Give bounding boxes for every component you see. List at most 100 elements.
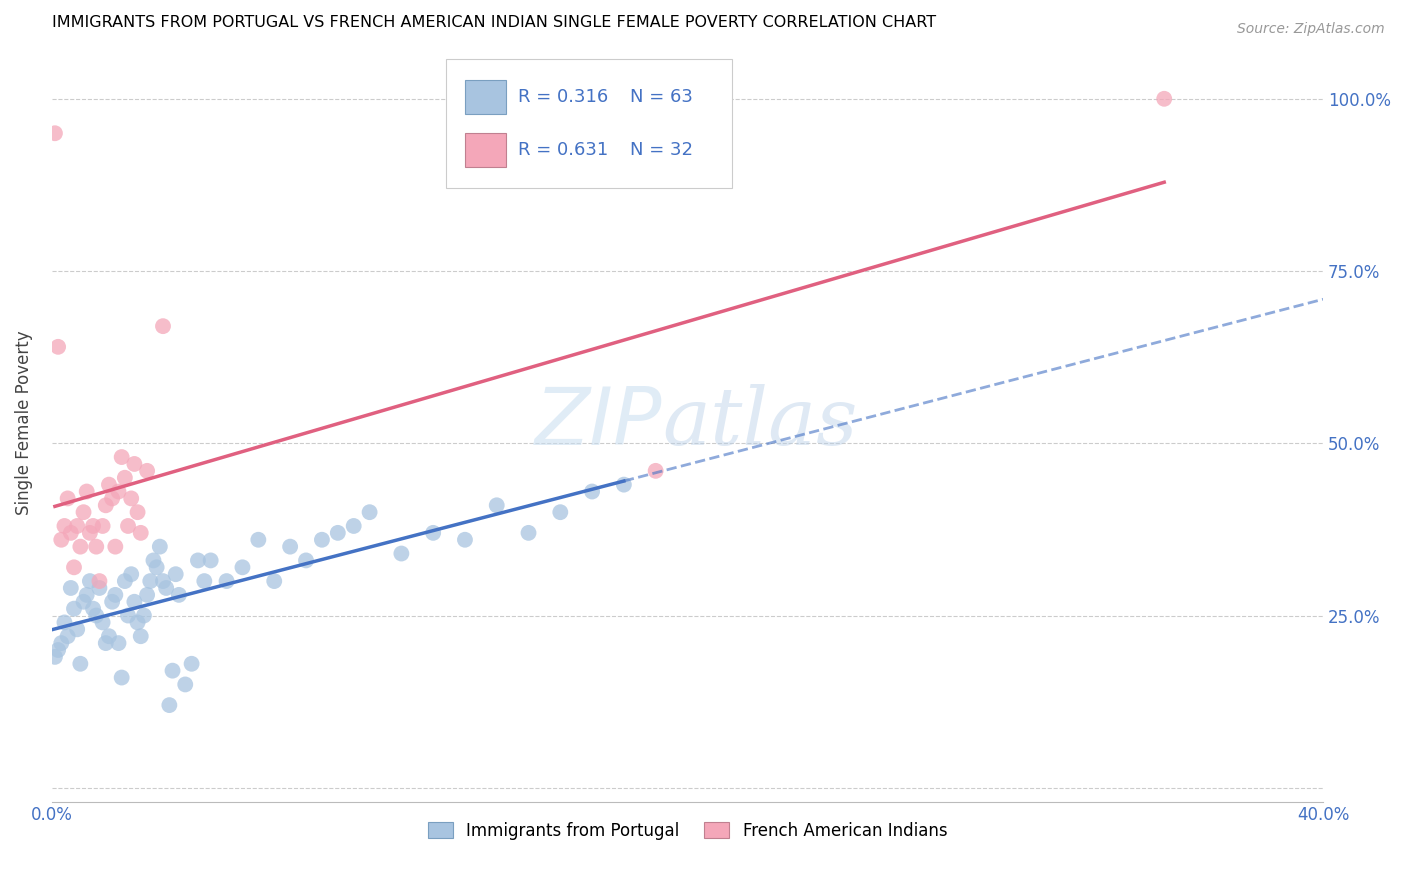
Point [174, 677, 197, 691]
Point [127, 505, 149, 519]
Point [1153, 92, 1175, 106]
Point [101, 595, 124, 609]
Point [149, 540, 172, 554]
Point [117, 519, 139, 533]
Point [56, 491, 79, 506]
Point [359, 505, 381, 519]
Point [91, 615, 114, 630]
Point [454, 533, 477, 547]
Point [127, 615, 149, 630]
Point [165, 567, 187, 582]
Point [79, 574, 101, 588]
Text: N = 63: N = 63 [630, 87, 693, 106]
Point [517, 525, 540, 540]
Point [389, 547, 412, 561]
Point [132, 608, 155, 623]
Point [162, 664, 184, 678]
Point [129, 629, 152, 643]
Point [139, 574, 162, 588]
Legend: Immigrants from Portugal, French American Indians: Immigrants from Portugal, French America… [420, 815, 953, 847]
Point [72, 505, 94, 519]
Point [117, 608, 139, 623]
Point [278, 540, 301, 554]
Text: Source: ZipAtlas.com: Source: ZipAtlas.com [1237, 22, 1385, 37]
Text: atlas: atlas [662, 384, 858, 461]
Point [104, 540, 127, 554]
Point [51, 636, 73, 650]
Point [422, 525, 444, 540]
Point [550, 505, 572, 519]
Point [581, 484, 603, 499]
Point [44, 649, 66, 664]
Point [215, 574, 238, 588]
Point [53, 519, 76, 533]
Bar [465, 133, 506, 167]
Point [231, 560, 253, 574]
Point [152, 319, 174, 334]
Point [343, 519, 366, 533]
Point [91, 519, 114, 533]
Point [82, 519, 104, 533]
FancyBboxPatch shape [446, 59, 733, 187]
Point [114, 574, 136, 588]
Point [107, 484, 129, 499]
Bar [465, 79, 506, 114]
Point [187, 553, 209, 567]
Point [485, 498, 508, 512]
Point [56, 629, 79, 643]
Point [120, 491, 142, 506]
Text: R = 0.631: R = 0.631 [519, 141, 609, 159]
Point [157, 698, 180, 712]
Point [46, 340, 69, 354]
Point [136, 464, 159, 478]
Y-axis label: Single Female Poverty: Single Female Poverty [15, 330, 32, 515]
Point [180, 657, 202, 671]
Point [84, 608, 107, 623]
Text: ZIP: ZIP [534, 384, 662, 462]
Point [644, 464, 666, 478]
Point [295, 553, 318, 567]
Point [120, 567, 142, 582]
Point [111, 671, 134, 685]
Point [69, 540, 91, 554]
Point [72, 595, 94, 609]
Point [89, 574, 111, 588]
Point [94, 636, 117, 650]
Point [107, 636, 129, 650]
Point [97, 629, 120, 643]
Point [152, 574, 174, 588]
Point [69, 657, 91, 671]
Point [44, 126, 66, 140]
Point [63, 560, 86, 574]
Point [145, 560, 167, 574]
Point [97, 477, 120, 491]
Point [155, 581, 177, 595]
Point [101, 491, 124, 506]
Point [124, 457, 146, 471]
Text: N = 32: N = 32 [630, 141, 693, 159]
Point [129, 525, 152, 540]
Point [247, 533, 270, 547]
Point [200, 553, 222, 567]
Point [82, 601, 104, 615]
Point [46, 643, 69, 657]
Point [104, 588, 127, 602]
Point [76, 484, 98, 499]
Point [167, 588, 190, 602]
Point [124, 595, 146, 609]
Point [63, 601, 86, 615]
Point [114, 471, 136, 485]
Point [111, 450, 134, 464]
Text: R = 0.316: R = 0.316 [519, 87, 609, 106]
Point [311, 533, 333, 547]
Point [53, 615, 76, 630]
Text: IMMIGRANTS FROM PORTUGAL VS FRENCH AMERICAN INDIAN SINGLE FEMALE POVERTY CORRELA: IMMIGRANTS FROM PORTUGAL VS FRENCH AMERI… [52, 15, 936, 30]
Point [59, 525, 82, 540]
Point [94, 498, 117, 512]
Point [263, 574, 285, 588]
Point [66, 623, 89, 637]
Point [66, 519, 89, 533]
Point [142, 553, 165, 567]
Point [89, 581, 111, 595]
Point [193, 574, 215, 588]
